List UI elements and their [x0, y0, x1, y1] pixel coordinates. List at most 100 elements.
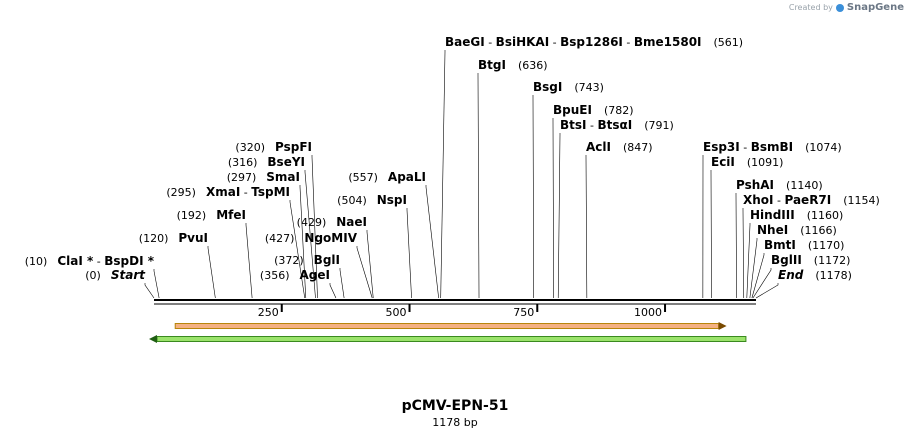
site-position: (356) [260, 269, 290, 282]
site-name: BtsαI [597, 118, 632, 132]
site-position: (847) [623, 141, 653, 154]
site-leader-line [752, 268, 772, 299]
site-name: Bme1580I [634, 35, 702, 49]
restriction-site[interactable]: EciI (1091) [711, 155, 783, 169]
restriction-site[interactable]: (120) PvuI [139, 231, 208, 245]
site-name: BglI [314, 253, 340, 267]
site-name: NspI [377, 193, 407, 207]
restriction-site[interactable]: (429) NaeI [297, 215, 367, 229]
site-name: BmtI [764, 238, 796, 252]
site-name: Bsp1286I [560, 35, 623, 49]
dna-backbone [154, 299, 756, 305]
restriction-site[interactable]: BaeGI - BsiHKAI - Bsp1286I - Bme1580I (56… [445, 35, 743, 49]
restriction-site[interactable]: (192) MfeI [177, 208, 246, 222]
site-position: (372) [274, 254, 304, 267]
site-position: (320) [235, 141, 265, 154]
svg-text:(10)ClaI * - BspDI *: (10) ClaI * - BspDI * [25, 254, 155, 268]
site-name: NheI [757, 223, 788, 237]
svg-text:(429)NaeI: (429) NaeI [297, 215, 367, 229]
site-leader-line [356, 246, 373, 299]
restriction-site[interactable]: BtsI - BtsαI (791) [560, 118, 674, 132]
svg-text:XhoI - PaeR7I(1154): XhoI - PaeR7I (1154) [743, 193, 880, 207]
svg-text:AclI(847): AclI (847) [586, 140, 653, 154]
site-leader-line [304, 170, 316, 299]
svg-text:BtsI - BtsαI(791): BtsI - BtsαI (791) [560, 118, 674, 132]
site-name: BglII [771, 253, 802, 267]
site-leader-lines [144, 50, 779, 299]
restriction-site[interactable]: BpuEI (782) [553, 103, 634, 117]
green-feature-arrowhead [149, 335, 157, 343]
site-position: (1074) [805, 141, 842, 154]
site-position: (561) [714, 36, 744, 49]
restriction-site[interactable]: HindIII (1160) [750, 208, 843, 222]
svg-text:EciI(1091): EciI (1091) [711, 155, 783, 169]
restriction-site[interactable]: BglII (1172) [771, 253, 850, 267]
site-position: (297) [227, 171, 257, 184]
restriction-site[interactable]: (10) ClaI * - BspDI * [25, 254, 155, 268]
site-name: PaeR7I [784, 193, 831, 207]
restriction-site[interactable]: (316) BseYI [228, 155, 305, 169]
axis-tick-label: 250 [258, 306, 279, 319]
restriction-site[interactable]: AclI (847) [586, 140, 653, 154]
restriction-site[interactable]: BmtI (1170) [764, 238, 844, 252]
site-name: BsiHKAI [496, 35, 550, 49]
restriction-site[interactable]: BtgI (636) [478, 58, 548, 72]
green-feature-bar[interactable] [156, 336, 747, 342]
site-leader-line [299, 185, 307, 299]
site-position: (1178) [815, 269, 852, 282]
restriction-site[interactable]: BsgI (743) [533, 80, 604, 94]
site-name: Esp3I [703, 140, 740, 154]
restriction-site[interactable]: (0) Start [85, 268, 146, 282]
watermark-brand: SnapGene [846, 2, 904, 13]
restriction-site[interactable]: (356) AgeI [260, 268, 330, 282]
site-position: (427) [265, 232, 295, 245]
site-name: PshAI [736, 178, 774, 192]
site-leader-line [440, 50, 446, 299]
site-leader-line [751, 253, 765, 299]
site-name: PspFI [275, 140, 312, 154]
restriction-site[interactable]: XhoI - PaeR7I (1154) [743, 193, 880, 207]
snapgene-logo-icon [835, 3, 844, 12]
svg-text:(427)NgoMIV: (427) NgoMIV [265, 231, 358, 245]
site-position: (791) [644, 119, 674, 132]
svg-text:(316)BseYI: (316) BseYI [228, 155, 305, 169]
site-position: (295) [166, 186, 196, 199]
site-name: NaeI [336, 215, 367, 229]
svg-text:BglII(1172): BglII (1172) [771, 253, 850, 267]
site-name: BtgI [478, 58, 506, 72]
orange-feature-bar[interactable] [174, 323, 720, 329]
restriction-site[interactable]: (295) XmaI - TspMI [166, 185, 290, 199]
site-leader-line [366, 230, 374, 299]
restriction-site[interactable]: (504) NspI [337, 193, 407, 207]
site-name: BsgI [533, 80, 562, 94]
svg-text:(295)XmaI - TspMI: (295) XmaI - TspMI [166, 185, 290, 199]
restriction-site[interactable]: PshAI (1140) [736, 178, 823, 192]
site-leader-line [289, 200, 306, 299]
restriction-site[interactable]: NheI (1166) [757, 223, 837, 237]
site-leader-line [406, 208, 412, 299]
site-leader-line [735, 193, 737, 299]
restriction-site[interactable]: (427) NgoMIV [265, 231, 358, 245]
site-name: XhoI [743, 193, 774, 207]
site-leader-line [311, 155, 318, 299]
site-position: (120) [139, 232, 169, 245]
site-leader-line [557, 133, 561, 299]
orange-feature-arrowhead [718, 322, 727, 330]
svg-text:PshAI(1140): PshAI (1140) [736, 178, 823, 192]
restriction-site[interactable]: (372) BglI [274, 253, 340, 267]
restriction-site[interactable]: (297) SmaI [227, 170, 300, 184]
name-separator: - [774, 194, 785, 207]
svg-text:(372)BglI: (372) BglI [274, 253, 340, 267]
site-position: (504) [337, 194, 367, 207]
name-separator: - [587, 119, 598, 132]
axis-ticks: 250 500 750 1000 [258, 304, 667, 319]
restriction-site[interactable]: End (1178) [778, 268, 852, 282]
site-name: Start [111, 268, 146, 282]
site-name: AgeI [300, 268, 330, 282]
site-leader-line [144, 283, 155, 299]
restriction-site[interactable]: (320) PspFI [235, 140, 312, 154]
svg-text:(356)AgeI: (356) AgeI [260, 268, 330, 282]
restriction-site[interactable]: Esp3I - BsmBI (1074) [703, 140, 842, 154]
restriction-site[interactable]: (557) ApaLI [348, 170, 426, 184]
